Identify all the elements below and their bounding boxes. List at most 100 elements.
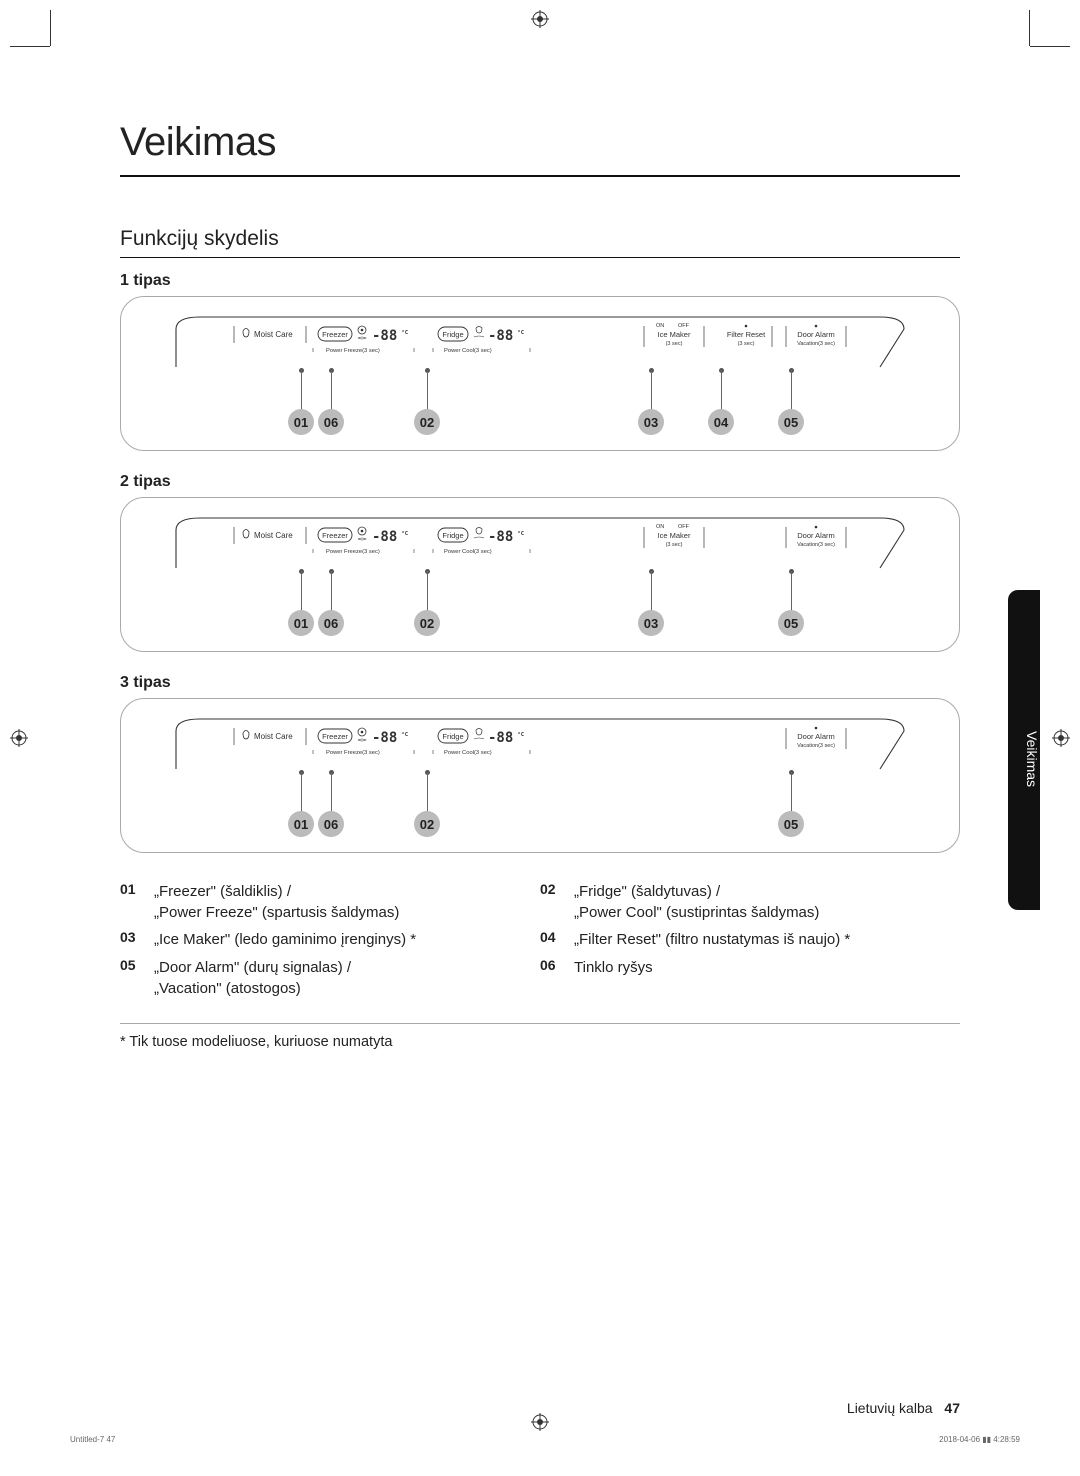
footer-language: Lietuvių kalba bbox=[847, 1400, 933, 1416]
callout-number: 05 bbox=[778, 610, 804, 636]
svg-text:Freezer: Freezer bbox=[322, 330, 348, 339]
legend-item: 04 „Filter Reset" (filtro nustatymas iš … bbox=[540, 929, 960, 951]
print-timestamp: 2018-04-06 ▮▮ 4:28:59 bbox=[939, 1435, 1020, 1444]
callout-number: 01 bbox=[288, 610, 314, 636]
crop-mark bbox=[10, 46, 50, 47]
svg-text:Door Alarm: Door Alarm bbox=[797, 330, 835, 339]
svg-text:-88: -88 bbox=[372, 529, 397, 545]
type-label: 2 tipas bbox=[120, 473, 960, 491]
svg-text:°C: °C bbox=[517, 732, 524, 738]
legend-footnote: * Tik tuose modeliuose, kuriuose numatyt… bbox=[120, 1034, 960, 1050]
legend-number: 03 bbox=[120, 929, 146, 951]
section-title: Funkcijų skydelis bbox=[120, 227, 960, 258]
svg-text:°C: °C bbox=[401, 531, 408, 537]
legend-text: Tinklo ryšys bbox=[574, 957, 653, 978]
panel-figure: Moist Care Freezer -88 °C Power Freeze(3… bbox=[120, 698, 960, 853]
legend-item: 06 Tinklo ryšys bbox=[540, 957, 960, 979]
legend-item: 02 „Fridge" (šaldytuvas) /„Power Cool" (… bbox=[540, 881, 960, 923]
legend-text: „Freezer" (šaldiklis) /„Power Freeze" (s… bbox=[154, 881, 399, 923]
svg-text:Fridge: Fridge bbox=[442, 330, 463, 339]
legend-number: 06 bbox=[540, 957, 566, 979]
svg-text:ON: ON bbox=[656, 323, 664, 329]
crop-mark bbox=[50, 10, 51, 46]
svg-text:-88: -88 bbox=[488, 730, 513, 746]
legend-text: „Ice Maker" (ledo gaminimo įrenginys) * bbox=[154, 929, 416, 950]
registration-mark bbox=[10, 729, 28, 747]
callout-number: 06 bbox=[318, 409, 344, 435]
panel-figure: Moist Care Freezer -88 °C Power Freeze(3… bbox=[120, 497, 960, 652]
svg-text:Vacation(3 sec): Vacation(3 sec) bbox=[797, 743, 835, 749]
callout-number: 04 bbox=[708, 409, 734, 435]
svg-text:Vacation(3 sec): Vacation(3 sec) bbox=[797, 341, 835, 347]
page-footer: Lietuvių kalba 47 bbox=[847, 1400, 960, 1416]
svg-text:Moist Care: Moist Care bbox=[254, 531, 293, 540]
callout-number: 02 bbox=[414, 811, 440, 837]
page-content: Veikimas Funkcijų skydelis 1 tipas Moist… bbox=[120, 120, 960, 1396]
legend-number: 04 bbox=[540, 929, 566, 951]
callout-number: 01 bbox=[288, 811, 314, 837]
legend-number: 02 bbox=[540, 881, 566, 903]
section-side-tab: Veikimas bbox=[1008, 590, 1040, 910]
svg-text:°C: °C bbox=[517, 531, 524, 537]
legend-text: „Filter Reset" (filtro nustatymas iš nau… bbox=[574, 929, 850, 950]
legend-number: 05 bbox=[120, 957, 146, 979]
crop-mark bbox=[1029, 10, 1030, 46]
page-title: Veikimas bbox=[120, 120, 960, 177]
svg-text:OFF: OFF bbox=[678, 323, 690, 329]
registration-mark bbox=[1052, 729, 1070, 747]
callout-number: 02 bbox=[414, 610, 440, 636]
callout-number: 06 bbox=[318, 811, 344, 837]
svg-text:Freezer: Freezer bbox=[322, 531, 348, 540]
svg-text:Moist Care: Moist Care bbox=[254, 732, 293, 741]
legend-item: 03 „Ice Maker" (ledo gaminimo įrenginys)… bbox=[120, 929, 540, 951]
svg-text:Fridge: Fridge bbox=[442, 531, 463, 540]
svg-text:(3 sec): (3 sec) bbox=[666, 341, 683, 347]
callout-number: 05 bbox=[778, 409, 804, 435]
page-number: 47 bbox=[944, 1400, 960, 1416]
callout-number: 03 bbox=[638, 610, 664, 636]
svg-text:-88: -88 bbox=[488, 529, 513, 545]
svg-text:°C: °C bbox=[401, 330, 408, 336]
control-panel-diagram: Moist Care Freezer -88 °C Power Freeze(3… bbox=[145, 713, 935, 771]
svg-text:Freezer: Freezer bbox=[322, 732, 348, 741]
svg-text:Power Freeze(3 sec): Power Freeze(3 sec) bbox=[326, 549, 380, 555]
print-job-id: Untitled-7 47 bbox=[70, 1435, 115, 1444]
callout-number: 02 bbox=[414, 409, 440, 435]
legend-item: 01 „Freezer" (šaldiklis) /„Power Freeze"… bbox=[120, 881, 540, 923]
svg-text:Ice Maker: Ice Maker bbox=[658, 531, 691, 540]
svg-text:(3 sec): (3 sec) bbox=[738, 341, 755, 347]
svg-text:ON: ON bbox=[656, 524, 664, 530]
svg-text:Fridge: Fridge bbox=[442, 732, 463, 741]
crop-mark bbox=[1030, 46, 1070, 47]
svg-text:-88: -88 bbox=[372, 730, 397, 746]
legend-text: „Fridge" (šaldytuvas) /„Power Cool" (sus… bbox=[574, 881, 819, 923]
panel-figure: Moist Care Freezer -88 °C Power Freeze(3… bbox=[120, 296, 960, 451]
svg-text:Filter Reset: Filter Reset bbox=[727, 330, 766, 339]
type-label: 3 tipas bbox=[120, 674, 960, 692]
svg-text:Moist Care: Moist Care bbox=[254, 330, 293, 339]
svg-text:Power Cool(3 sec): Power Cool(3 sec) bbox=[444, 750, 492, 756]
svg-text:°C: °C bbox=[401, 732, 408, 738]
callout-number: 01 bbox=[288, 409, 314, 435]
callout-number: 05 bbox=[778, 811, 804, 837]
svg-text:Power Freeze(3 sec): Power Freeze(3 sec) bbox=[326, 750, 380, 756]
svg-text:-88: -88 bbox=[372, 328, 397, 344]
svg-text:Power Cool(3 sec): Power Cool(3 sec) bbox=[444, 348, 492, 354]
svg-text:(3 sec): (3 sec) bbox=[666, 542, 683, 548]
registration-mark bbox=[531, 1413, 549, 1431]
svg-text:Power Cool(3 sec): Power Cool(3 sec) bbox=[444, 549, 492, 555]
registration-mark bbox=[531, 10, 549, 28]
legend: 01 „Freezer" (šaldiklis) /„Power Freeze"… bbox=[120, 875, 960, 1024]
svg-text:Vacation(3 sec): Vacation(3 sec) bbox=[797, 542, 835, 548]
control-panel-diagram: Moist Care Freezer -88 °C Power Freeze(3… bbox=[145, 311, 935, 369]
control-panel-diagram: Moist Care Freezer -88 °C Power Freeze(3… bbox=[145, 512, 935, 570]
legend-number: 01 bbox=[120, 881, 146, 903]
svg-text:Door Alarm: Door Alarm bbox=[797, 531, 835, 540]
callout-number: 03 bbox=[638, 409, 664, 435]
callout-number: 06 bbox=[318, 610, 344, 636]
svg-text:Door Alarm: Door Alarm bbox=[797, 732, 835, 741]
legend-item: 05 „Door Alarm" (durų signalas) /„Vacati… bbox=[120, 957, 540, 999]
type-label: 1 tipas bbox=[120, 272, 960, 290]
svg-text:°C: °C bbox=[517, 330, 524, 336]
svg-text:Ice Maker: Ice Maker bbox=[658, 330, 691, 339]
